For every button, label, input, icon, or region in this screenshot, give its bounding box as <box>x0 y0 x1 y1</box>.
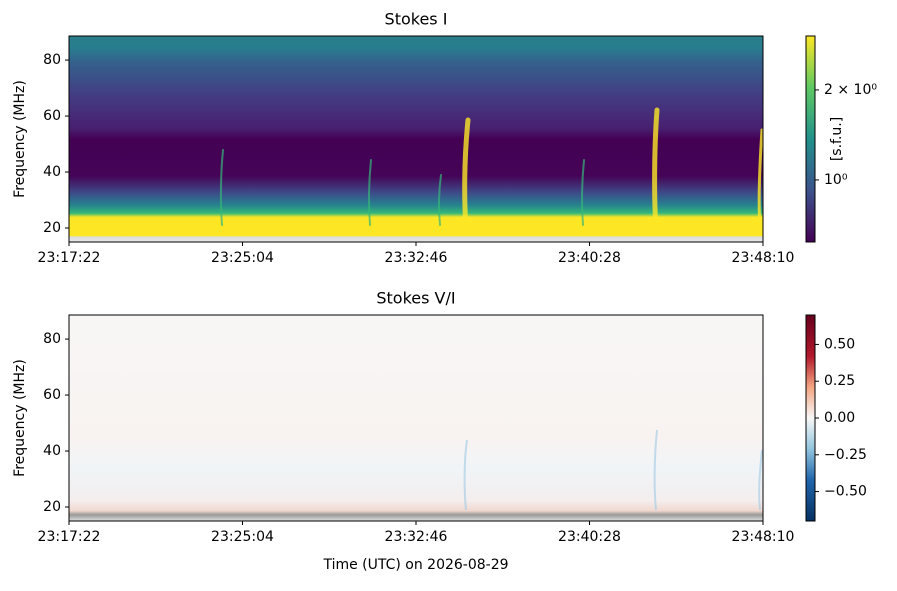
colorbar <box>805 314 816 522</box>
plot-title: Stokes V/I <box>376 289 455 308</box>
x-tick-label: 23:17:22 <box>38 529 101 545</box>
plot-title: Stokes I <box>385 10 448 29</box>
colorbar-tick-label: 0.50 <box>824 336 855 352</box>
y-tick-label: 20 <box>43 499 61 515</box>
burst-features <box>219 107 764 231</box>
burst-features <box>463 429 763 511</box>
y-tick-label: 40 <box>43 164 61 180</box>
colorbar-tick-label: 0.00 <box>824 410 855 426</box>
colorbar-tick-label: 10⁰ <box>824 172 848 188</box>
y-tick-label: 60 <box>43 108 61 124</box>
y-tick-label: 20 <box>43 220 61 236</box>
colorbar-label: [s.f.u.] <box>829 117 845 161</box>
y-tick-label: 60 <box>43 387 61 403</box>
y-axis-label: Frequency (MHz) <box>12 80 28 198</box>
colorbar <box>805 35 816 243</box>
spectrogram-image <box>69 315 763 521</box>
spectrogram-image <box>69 36 763 242</box>
x-tick-label: 23:40:28 <box>558 529 621 545</box>
x-tick-label: 23:40:28 <box>558 250 621 266</box>
x-tick-label: 23:25:04 <box>211 250 274 266</box>
colorbar-tick-label: 2 × 10⁰ <box>824 82 877 98</box>
y-tick-label: 80 <box>43 52 61 68</box>
x-axis-label: Time (UTC) on 2026-08-29 <box>322 557 508 573</box>
colorbar-tick-label: 0.25 <box>824 373 855 389</box>
y-axis-label: Frequency (MHz) <box>12 359 28 477</box>
colorbar-tick-label: −0.25 <box>824 447 867 463</box>
x-tick-label: 23:25:04 <box>211 529 274 545</box>
y-tick-label: 40 <box>43 443 61 459</box>
colorbar-tick-label: −0.50 <box>824 484 867 500</box>
x-tick-label: 23:17:22 <box>38 250 101 266</box>
x-tick-label: 23:48:10 <box>732 250 795 266</box>
x-tick-label: 23:32:46 <box>385 250 448 266</box>
x-tick-label: 23:32:46 <box>385 529 448 545</box>
x-tick-label: 23:48:10 <box>732 529 795 545</box>
y-tick-label: 80 <box>43 331 61 347</box>
